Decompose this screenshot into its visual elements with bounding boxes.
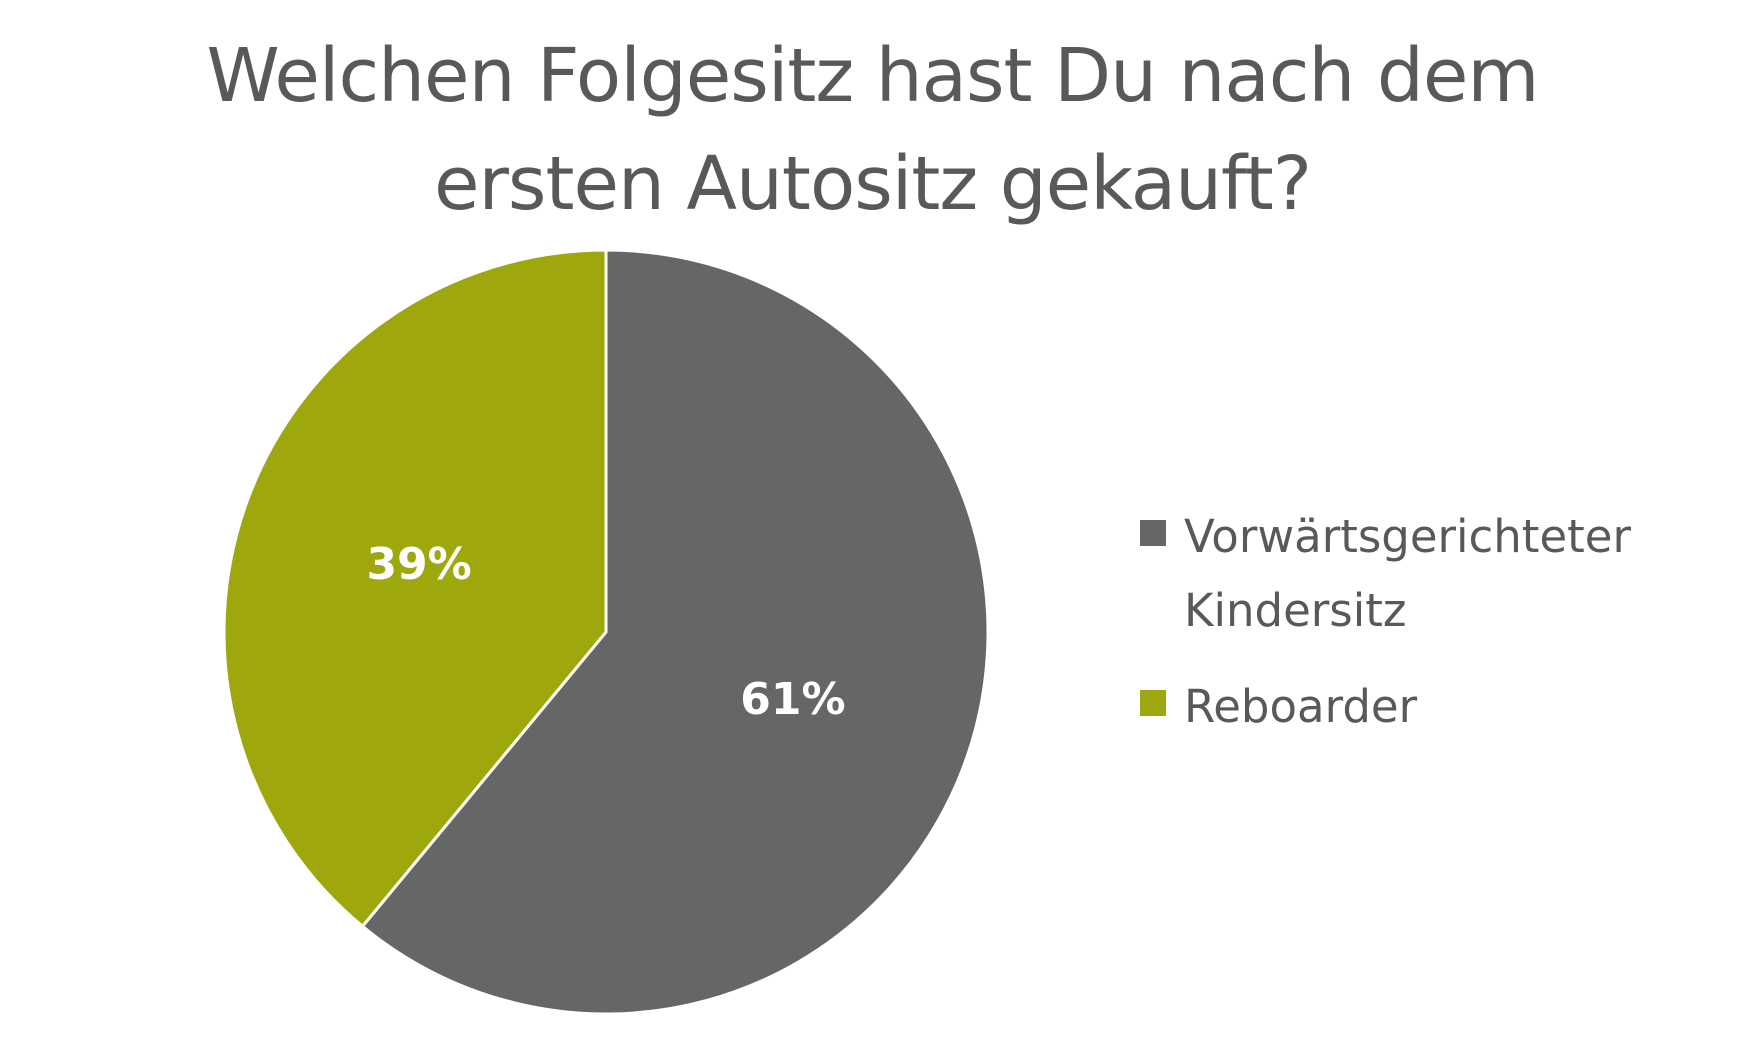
legend-item-vorwaertsgerichteter-kindersitz: Vorwärtsgerichteter Kindersitz <box>1140 500 1740 648</box>
data-label-reboarder: 39% <box>366 539 471 590</box>
pie-slice-vorw-rtsgerichteter-kindersitz <box>361 248 990 1016</box>
legend-label-line-1: Reboarder <box>1184 680 1418 733</box>
legend-label-vorwaertsgerichteter-kindersitz: Vorwärtsgerichteter Kindersitz <box>1184 500 1631 648</box>
data-label-vorw-rtsgerichteter-kindersitz: 61% <box>740 674 845 725</box>
pie-slice-reboarder <box>222 248 608 928</box>
chart-title: Welchen Folgesitz hast Du nach dem erste… <box>0 22 1745 238</box>
chart-title-line-2: ersten Autositz gekauft? <box>433 141 1312 227</box>
chart-title-line-1: Welchen Folgesitz hast Du nach dem <box>206 33 1540 119</box>
legend-swatch-vorwaertsgerichteter-kindersitz <box>1140 520 1166 546</box>
legend-item-reboarder: Reboarder <box>1140 670 1740 744</box>
legend-label-reboarder: Reboarder <box>1184 670 1417 744</box>
legend-label-line-2: Kindersitz <box>1184 584 1407 637</box>
legend-label-line-1: Vorwärtsgerichteter <box>1184 510 1631 563</box>
legend: Vorwärtsgerichteter Kindersitz Reboarder <box>1140 500 1740 766</box>
legend-swatch-reboarder <box>1140 690 1166 716</box>
